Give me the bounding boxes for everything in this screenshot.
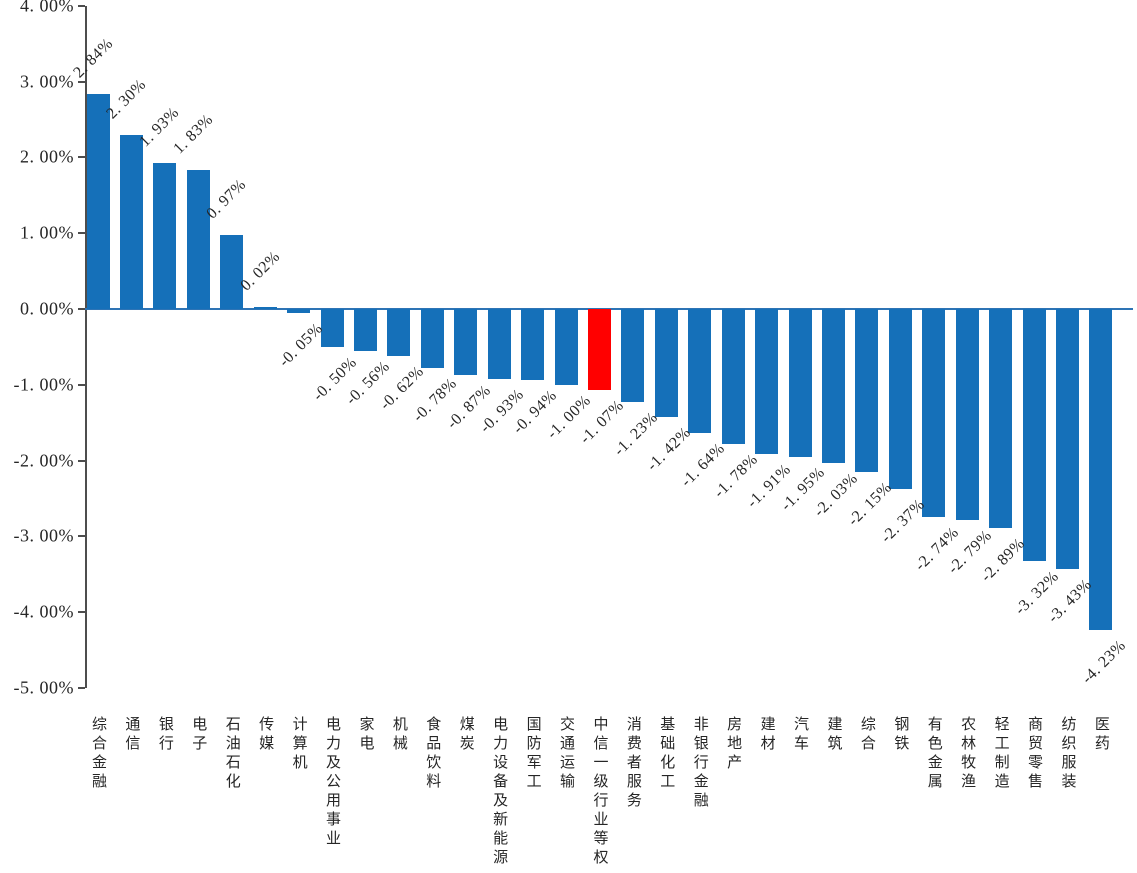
y-tick-label: 4. 00% xyxy=(20,0,74,16)
y-tick-mark xyxy=(78,535,85,538)
y-tick-label: 1. 00% xyxy=(20,222,74,243)
y-tick-mark xyxy=(78,459,85,462)
y-tick-label: -1. 00% xyxy=(13,374,74,395)
bar xyxy=(654,309,678,417)
bar xyxy=(621,309,645,403)
y-tick-mark xyxy=(78,4,85,7)
bar xyxy=(387,309,411,356)
x-category-label: 有色金属 xyxy=(925,716,942,792)
bar xyxy=(487,309,511,380)
bar xyxy=(353,309,377,352)
bar xyxy=(1089,309,1113,630)
bar xyxy=(287,309,311,313)
bar-value-label: 2. 30% xyxy=(103,75,150,122)
x-category-label: 钢铁 xyxy=(892,716,909,754)
bar xyxy=(454,309,478,375)
x-category-label: 通信 xyxy=(123,716,140,754)
bar-value-label: -2. 37% xyxy=(878,495,929,546)
bar-value-label: 2. 84% xyxy=(69,34,116,82)
x-category-label: 轻工制造 xyxy=(992,716,1009,792)
bar xyxy=(320,309,344,347)
bar xyxy=(220,235,244,309)
x-category-label: 综合金融 xyxy=(90,716,106,792)
y-tick-mark xyxy=(78,611,85,614)
bar xyxy=(86,93,110,309)
x-category-label: 传媒 xyxy=(257,716,274,754)
bar xyxy=(788,309,812,457)
y-tick-mark xyxy=(78,80,85,83)
y-tick-mark xyxy=(78,383,85,386)
bar xyxy=(721,309,745,444)
bar-value-label: 0. 97% xyxy=(203,176,250,223)
y-tick-label: -2. 00% xyxy=(13,450,74,471)
x-category-label: 基础化工 xyxy=(658,716,675,792)
bar xyxy=(554,309,578,385)
x-category-label: 煤炭 xyxy=(457,716,474,754)
x-category-label: 非银行金融 xyxy=(691,716,708,811)
bar xyxy=(955,309,979,521)
y-tick-label: 0. 00% xyxy=(20,298,74,319)
x-category-label: 消费者服务 xyxy=(624,716,641,811)
bar xyxy=(855,309,879,472)
bar-highlight xyxy=(587,309,611,391)
bar xyxy=(119,134,143,309)
x-category-label: 国防军工 xyxy=(524,716,541,792)
y-tick-mark xyxy=(78,156,85,159)
bar xyxy=(755,309,779,454)
bar xyxy=(521,309,545,381)
bar xyxy=(253,307,277,309)
bar xyxy=(1055,309,1079,569)
bar xyxy=(922,309,946,517)
bar xyxy=(420,309,444,369)
x-category-label: 医药 xyxy=(1092,716,1109,754)
x-category-label: 家电 xyxy=(357,716,374,754)
bar xyxy=(1022,309,1046,561)
y-tick-label: 3. 00% xyxy=(20,71,74,92)
x-category-label: 房地产 xyxy=(725,716,742,773)
x-category-label: 电力设备及新能源 xyxy=(491,716,508,868)
x-category-label: 电力及公用事业 xyxy=(324,716,340,849)
x-category-label: 交通运输 xyxy=(558,716,575,792)
x-category-label: 食品饮料 xyxy=(424,716,441,792)
bar xyxy=(821,309,845,463)
bar-value-label: 0. 02% xyxy=(236,248,284,295)
bar xyxy=(688,309,712,434)
x-category-label: 汽车 xyxy=(792,716,809,754)
x-category-label: 银行 xyxy=(156,716,173,754)
y-axis-line xyxy=(85,5,87,688)
x-category-label: 计算机 xyxy=(290,716,307,773)
x-category-label: 纺织服装 xyxy=(1059,716,1076,792)
bar xyxy=(989,309,1013,529)
x-category-label: 综合 xyxy=(858,716,875,754)
x-category-label: 石油石化 xyxy=(223,716,240,792)
x-category-label: 商贸零售 xyxy=(1026,716,1043,792)
x-category-label: 农林牧渔 xyxy=(959,716,976,792)
x-category-label: 建材 xyxy=(758,716,775,754)
y-tick-mark xyxy=(78,687,85,689)
y-tick-label: 2. 00% xyxy=(20,146,74,167)
bar xyxy=(186,170,210,309)
x-category-label: 电子 xyxy=(190,716,207,754)
x-category-label: 中信一级行业等权 xyxy=(591,716,608,868)
y-tick-mark xyxy=(78,308,85,310)
bar xyxy=(153,162,177,309)
x-category-label: 建筑 xyxy=(825,716,842,754)
bar-value-label: -4. 23% xyxy=(1078,636,1129,687)
y-tick-mark xyxy=(78,232,85,235)
y-tick-label: -4. 00% xyxy=(13,601,74,622)
bar xyxy=(888,309,912,489)
x-category-label: 机械 xyxy=(390,716,407,754)
y-tick-label: -5. 00% xyxy=(13,677,74,698)
y-tick-label: -3. 00% xyxy=(13,525,74,546)
